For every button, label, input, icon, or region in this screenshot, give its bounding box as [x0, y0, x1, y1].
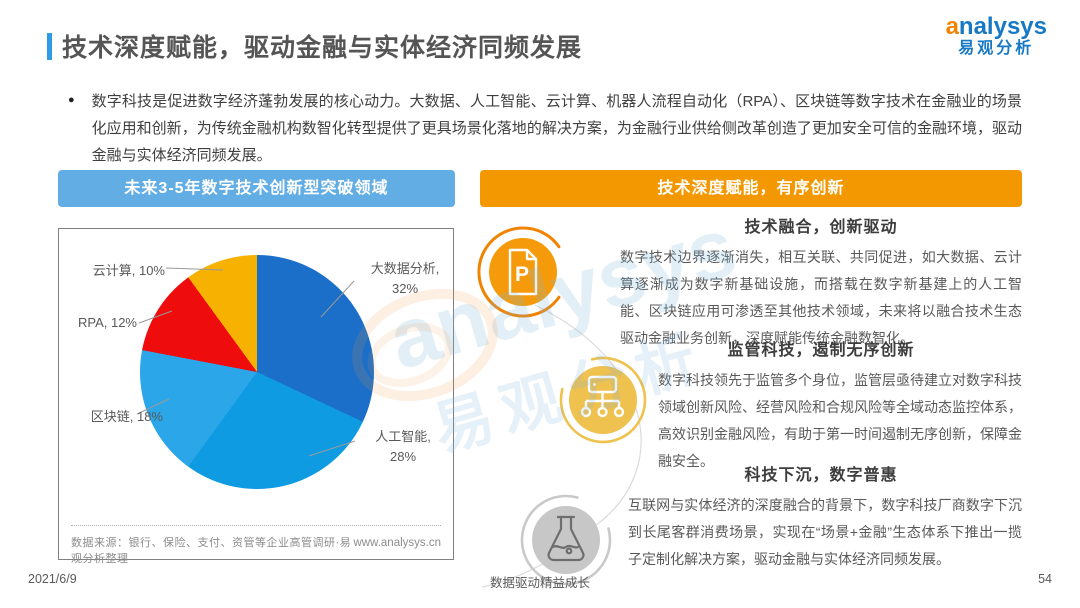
logo-a-swirl: a — [945, 13, 959, 40]
right-panel-header: 技术深度赋能，有序创新 — [480, 170, 1022, 207]
section-regtech: 监管科技，遏制无序创新 数字科技领先于监管多个身位，监管层亟待建立对数字科技领域… — [620, 336, 1022, 475]
analysys-logo: analysys 易观分析 — [945, 13, 1047, 58]
footer-slogan: 数据驱动精益成长 — [489, 576, 590, 590]
source-row: 数据来源：银行、保险、支付、资管等企业高管调研·易观分析整理 www.analy… — [71, 525, 441, 566]
page-title: 技术深度赋能，驱动金融与实体经济同频发展 — [62, 34, 583, 62]
section-title: 技术融合，创新驱动 — [744, 219, 898, 236]
intro-text: 数字科技是促进数字经济蓬勃发展的核心动力。大数据、人工智能、云计算、机器人流程自… — [91, 93, 1022, 164]
logo-wordmark: analysys — [945, 13, 1047, 40]
section-title: 监管科技，遏制无序创新 — [727, 342, 915, 359]
pie-label-name: 大数据分析, — [370, 261, 440, 276]
chart-card: 大数据分析, 32% 人工智能, 28% 区块链, 18% RPA, 12% 云… — [58, 228, 455, 565]
title-accent-bar — [47, 33, 52, 60]
document-p-icon: P — [477, 226, 561, 318]
data-source-note: 数据来源：银行、保险、支付、资管等企业高管调研·易观分析整理 — [71, 537, 352, 565]
pie-label-blockchain: 区块链, 18% — [59, 406, 163, 425]
footer-date: 2021/6/9 — [28, 572, 77, 586]
pie-label-ai: 人工智能, 28% — [351, 427, 455, 467]
pie-label-name: 人工智能, — [375, 429, 431, 444]
website-link[interactable]: www.analysys.cn — [353, 537, 441, 549]
flask-icon — [520, 494, 612, 586]
logo-chinese: 易观分析 — [958, 40, 1035, 58]
bullet-icon: ● — [68, 94, 75, 106]
org-chart-icon — [559, 356, 647, 444]
pie-label-big-data: 大数据分析, 32% — [349, 259, 461, 299]
pie-label-cloud: 云计算, 10% — [65, 260, 165, 279]
intro-paragraph: ● 数字科技是促进数字经济蓬勃发展的核心动力。大数据、人工智能、云计算、机器人流… — [68, 88, 1022, 169]
logo-wordmark-rest: nalysys — [958, 13, 1047, 40]
pie-chart — [140, 255, 374, 489]
section-body: 数字技术边界逐渐消失，相互关联、共同促进，如大数据、云计算逐渐成为数字新基础设施… — [620, 249, 1022, 346]
left-panel-header: 未来3-5年数字技术创新型突破领域 — [58, 170, 455, 207]
pie-label-value: 32% — [391, 281, 419, 296]
section-body: 互联网与实体经济的深度融合的背景下，数字科技厂商数字下沉到长尾客群消费场景，实现… — [628, 497, 1022, 567]
section-tech-fusion: 技术融合，创新驱动 数字技术边界逐渐消失，相互关联、共同促进，如大数据、云计算逐… — [620, 213, 1022, 352]
pie-label-name: 区块链, 18% — [90, 409, 163, 424]
section-body: 数字科技领先于监管多个身位，监管层亟待建立对数字科技领域创新风险、经营风险和合规… — [658, 372, 1022, 469]
pie-label-value: 28% — [389, 449, 417, 464]
footer-page-number: 54 — [1038, 572, 1052, 586]
section-title: 科技下沉，数字普惠 — [744, 467, 898, 484]
svg-text:P: P — [515, 263, 529, 286]
pie-label-rpa: RPA, 12% — [65, 315, 137, 330]
pie-label-name: 云计算, 10% — [92, 263, 165, 278]
pie-label-name: RPA, 12% — [77, 315, 137, 330]
section-tech-inclusion: 科技下沉，数字普惠 互联网与实体经济的深度融合的背景下，数字科技厂商数字下沉到长… — [620, 461, 1022, 573]
